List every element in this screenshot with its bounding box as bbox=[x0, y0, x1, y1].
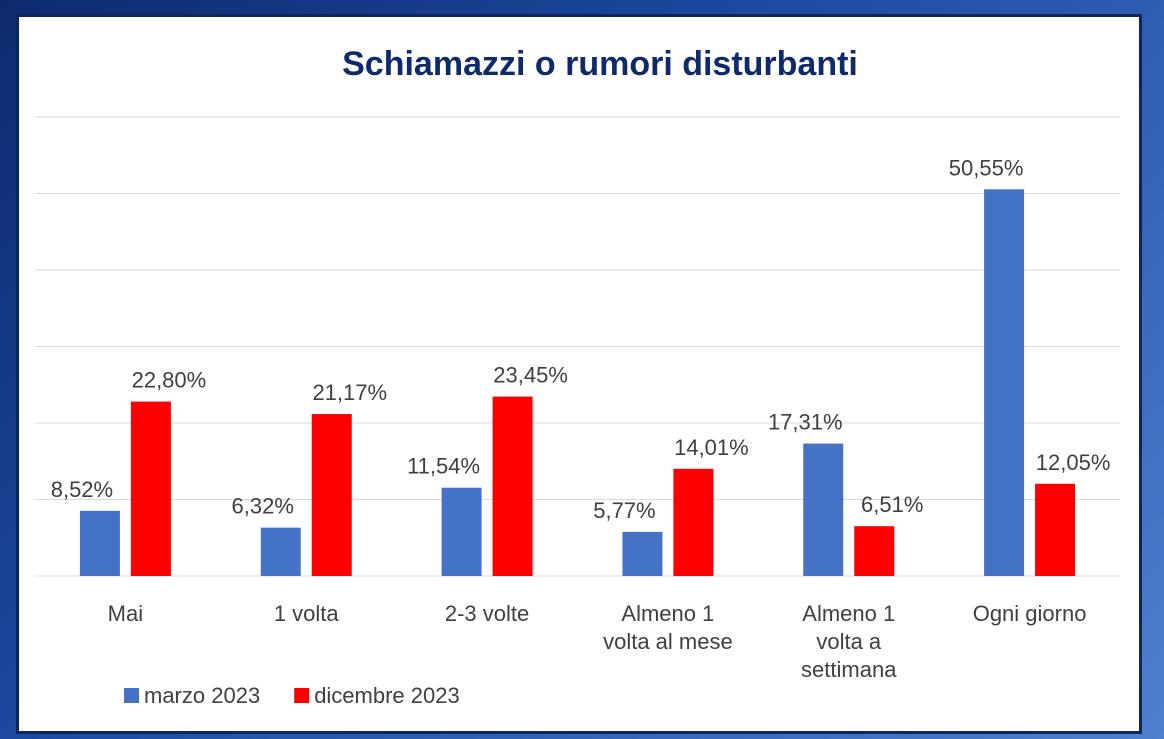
bar bbox=[79, 510, 120, 576]
data-label: 17,31% bbox=[768, 410, 843, 435]
bar bbox=[803, 443, 844, 576]
data-label: 6,51% bbox=[861, 492, 923, 517]
bar bbox=[260, 527, 301, 576]
x-tick-label: 1 volta bbox=[273, 601, 339, 626]
legend-label: dicembre 2023 bbox=[314, 683, 460, 708]
data-label: 21,17% bbox=[312, 380, 387, 405]
x-tick-label: 2-3 volte bbox=[444, 601, 530, 626]
legend-swatch bbox=[294, 688, 310, 703]
bar bbox=[130, 401, 171, 576]
data-label: 22,80% bbox=[132, 368, 207, 393]
bar bbox=[441, 487, 482, 576]
bar bbox=[492, 396, 533, 576]
x-tick-label: Almeno 1 volta a settimana bbox=[801, 601, 897, 682]
legend-label: marzo 2023 bbox=[144, 683, 260, 708]
bar bbox=[854, 526, 895, 576]
bar bbox=[1035, 483, 1076, 576]
data-label: 6,32% bbox=[232, 494, 294, 519]
bar bbox=[622, 531, 663, 576]
bar bbox=[673, 468, 714, 576]
chart-panel bbox=[16, 14, 1142, 734]
data-label: 14,01% bbox=[674, 435, 749, 460]
x-tick-label: Ogni giorno bbox=[972, 601, 1087, 626]
bar bbox=[984, 189, 1025, 577]
legend-swatch bbox=[124, 688, 139, 703]
data-label: 12,05% bbox=[1036, 450, 1111, 475]
data-label: 11,54% bbox=[407, 454, 480, 479]
chart-title: Schiamazzi o rumori disturbanti bbox=[342, 45, 858, 83]
data-label: 5,77% bbox=[593, 498, 655, 523]
x-tick-label: Almeno 1 volta al mese bbox=[603, 601, 733, 654]
data-label: 23,45% bbox=[493, 363, 568, 388]
x-tick-label: Mai bbox=[107, 601, 144, 626]
data-label: 8,52% bbox=[51, 477, 113, 502]
bar bbox=[311, 414, 352, 576]
data-label: 50,55% bbox=[949, 155, 1024, 180]
